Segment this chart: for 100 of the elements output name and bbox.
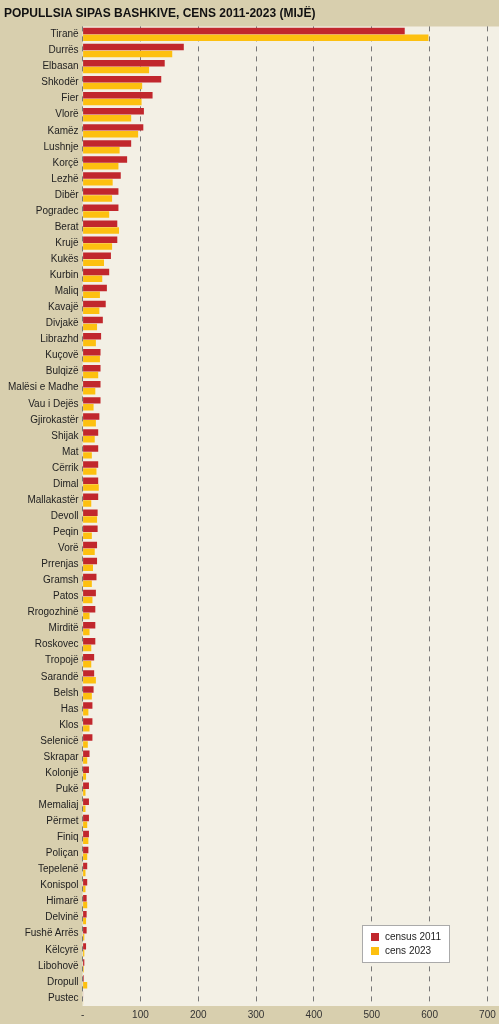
bar [83,268,110,276]
y-tick-label: Vorë [58,542,80,554]
bar [83,316,103,324]
bar [83,621,96,629]
x-tick-label: - [80,1008,85,1020]
y-tick-label: Gjirokastër [30,413,80,425]
bar [83,114,132,122]
y-tick-label: Gramsh [43,574,79,586]
y-tick-label: Rrogozhinë [27,606,80,618]
y-tick-label: Tepelenë [38,863,80,875]
bar [83,75,162,83]
bar [83,773,87,780]
bar [83,420,96,427]
y-tick-label: Divjakë [45,317,80,329]
bar [83,156,128,163]
bar [83,332,102,340]
y-tick-label: Maliq [54,285,79,297]
bar [83,381,101,388]
bar [83,612,90,620]
y-tick-label: Shkodër [41,76,80,88]
bar [83,236,118,244]
bar [83,484,99,491]
y-tick-label: Tropojë [45,654,80,666]
legend-label: cens 2023 [385,944,432,958]
y-tick-label: Libohovë [38,959,80,971]
bar [83,670,95,677]
bar [83,477,99,484]
bar [83,172,121,179]
y-tick-label: Bulqizë [45,365,80,377]
y-tick-label: Dropull [46,975,79,987]
bar [83,766,89,773]
y-tick-label: Kuçovë [45,349,80,361]
bar [83,493,99,500]
bar [83,50,173,58]
y-tick-label: Klos [59,718,79,730]
bar [83,734,93,741]
bar [83,66,150,74]
x-tick-label: 100 [132,1008,150,1020]
y-tick-label: Skrapar [43,750,80,762]
y-tick-label: Elbasan [42,60,79,72]
bar [83,220,118,227]
bar [83,660,92,668]
bar [83,211,110,218]
legend-label: census 2011 [385,930,441,944]
y-tick-label: Selenicë [40,734,80,746]
bar [83,814,89,822]
bar [83,124,144,131]
bar [83,580,92,588]
bar [83,34,429,42]
bar [83,917,87,925]
bar [83,275,103,282]
bar [83,821,88,828]
bar [83,452,92,459]
y-tick-label: Fushë Arrës [24,927,79,939]
y-tick-label: Kukës [50,253,79,265]
bar [83,140,132,147]
bar [83,195,113,202]
y-tick-label: Roskovec [34,638,79,650]
bar [83,548,95,555]
bar [83,830,89,838]
bar [83,130,139,138]
y-tick-label: Malësi e Madhe [8,381,80,393]
y-tick-label: Mallakastër [27,493,80,505]
bar [83,188,119,195]
bar [83,445,99,452]
y-tick-label: Shijak [51,429,80,441]
bar [83,397,101,404]
y-tick-label: Memaliaj [38,799,79,811]
bar [83,163,119,170]
bar [83,179,113,186]
bar [83,564,93,572]
y-tick-label: Sarandë [40,670,80,682]
y-tick-label: Lezhë [51,172,80,184]
y-tick-label: Tiranë [50,28,80,40]
y-tick-label: Belsh [53,686,79,698]
y-tick-label: Himarë [46,895,80,907]
y-tick-label: Kurbin [49,269,79,281]
bar [83,709,89,716]
bar [83,98,142,106]
y-tick-label: Korçë [52,156,80,168]
bar [83,573,97,581]
bar [83,147,120,154]
y-tick-label: Kamëz [47,124,79,136]
bar [83,355,100,363]
bar [83,532,92,539]
bar [83,403,94,411]
bar [83,911,87,918]
bar [83,348,101,356]
bar [83,557,98,565]
bar [83,429,99,436]
y-tick-label: Përmet [46,815,79,827]
bar [83,525,98,533]
x-tick-label: 600 [421,1008,439,1020]
bar [83,676,96,684]
y-tick-label: Prrenjas [41,558,79,570]
y-tick-label: Vau i Dejës [28,397,79,409]
bar [83,757,88,764]
bar [83,243,113,250]
bar [83,541,98,549]
bar [83,894,87,902]
